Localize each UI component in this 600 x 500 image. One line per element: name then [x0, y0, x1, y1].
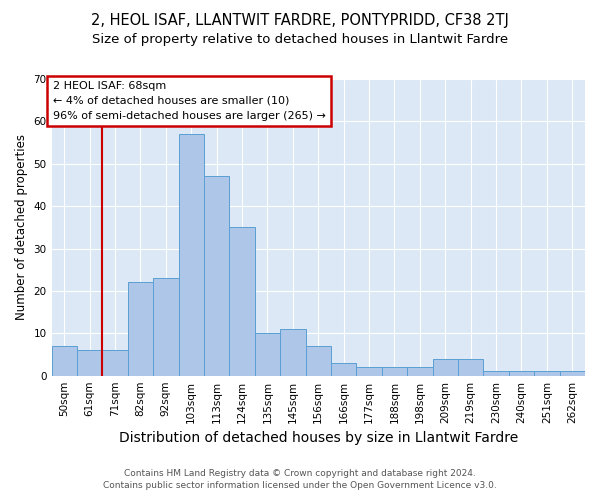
- Bar: [509, 372, 534, 376]
- Bar: [77, 350, 103, 376]
- Text: Contains HM Land Registry data © Crown copyright and database right 2024.
Contai: Contains HM Land Registry data © Crown c…: [103, 468, 497, 490]
- Bar: [153, 278, 179, 376]
- Bar: [52, 346, 77, 376]
- Bar: [407, 367, 433, 376]
- Bar: [128, 282, 153, 376]
- Bar: [484, 372, 509, 376]
- Bar: [382, 367, 407, 376]
- Bar: [560, 372, 585, 376]
- X-axis label: Distribution of detached houses by size in Llantwit Fardre: Distribution of detached houses by size …: [119, 431, 518, 445]
- Bar: [204, 176, 229, 376]
- Bar: [356, 367, 382, 376]
- Bar: [331, 363, 356, 376]
- Text: 2 HEOL ISAF: 68sqm
← 4% of detached houses are smaller (10)
96% of semi-detached: 2 HEOL ISAF: 68sqm ← 4% of detached hous…: [53, 81, 326, 120]
- Text: 2, HEOL ISAF, LLANTWIT FARDRE, PONTYPRIDD, CF38 2TJ: 2, HEOL ISAF, LLANTWIT FARDRE, PONTYPRID…: [91, 12, 509, 28]
- Bar: [433, 358, 458, 376]
- Bar: [458, 358, 484, 376]
- Bar: [179, 134, 204, 376]
- Text: Size of property relative to detached houses in Llantwit Fardre: Size of property relative to detached ho…: [92, 32, 508, 46]
- Y-axis label: Number of detached properties: Number of detached properties: [15, 134, 28, 320]
- Bar: [534, 372, 560, 376]
- Bar: [255, 334, 280, 376]
- Bar: [280, 329, 305, 376]
- Bar: [305, 346, 331, 376]
- Bar: [103, 350, 128, 376]
- Bar: [229, 228, 255, 376]
